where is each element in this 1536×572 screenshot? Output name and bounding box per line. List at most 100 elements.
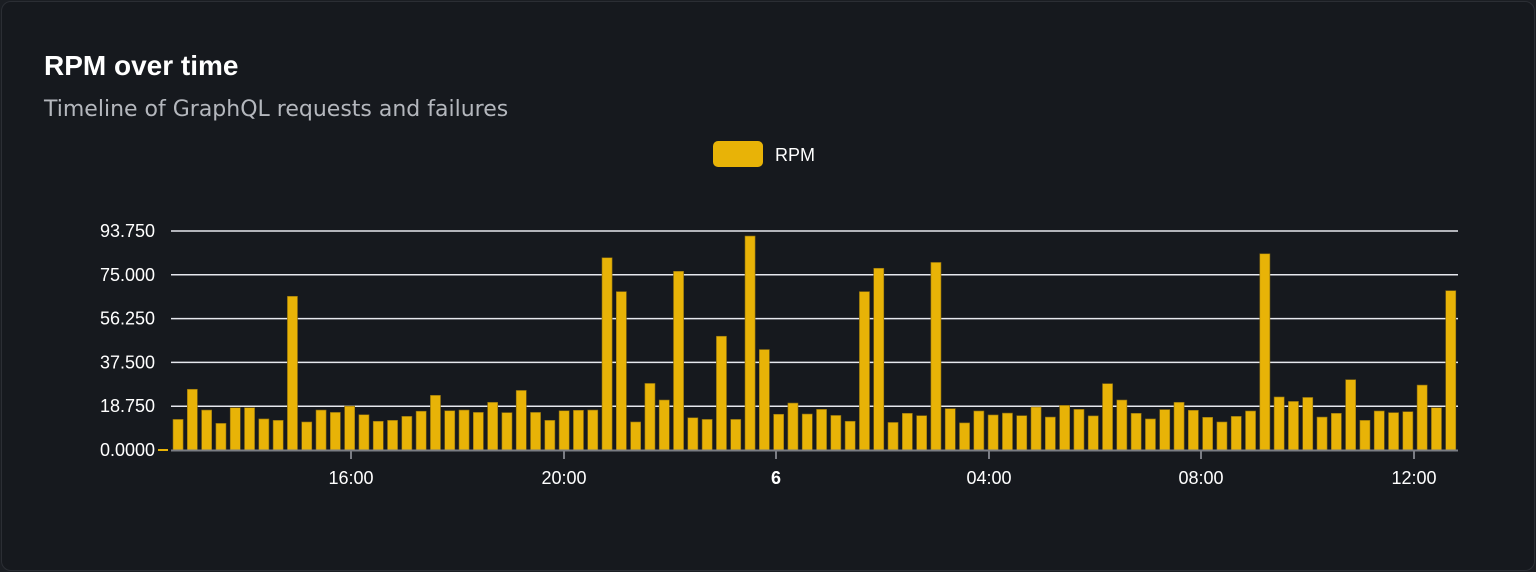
bar [415, 410, 427, 451]
bar [315, 409, 327, 451]
bar [1116, 399, 1128, 451]
bar [701, 419, 713, 451]
legend-swatch-rpm [713, 141, 763, 167]
x-tick-label: 16:00 [328, 468, 373, 488]
bar [973, 410, 985, 451]
bar [358, 414, 370, 451]
bar [1202, 416, 1213, 451]
bar [658, 399, 670, 451]
bar [487, 402, 499, 451]
bar [558, 410, 570, 451]
bar [215, 423, 227, 451]
x-tick-label: 08:00 [1178, 468, 1223, 488]
bar [1316, 416, 1328, 451]
bar [515, 390, 527, 451]
bar [1002, 412, 1013, 451]
x-tick-label: 6 [771, 468, 781, 488]
bar [873, 267, 885, 451]
bar [1431, 407, 1442, 451]
y-tick-label: 56.250 [100, 309, 155, 329]
bar [372, 420, 384, 451]
bar [458, 409, 470, 451]
bar [1059, 405, 1070, 451]
bar [1288, 401, 1299, 451]
bar [601, 257, 613, 451]
y-tick-label: 75.000 [100, 265, 155, 285]
x-tick-label: 12:00 [1391, 468, 1436, 488]
bar [301, 421, 313, 451]
bar [172, 419, 184, 451]
bar [544, 420, 556, 451]
bar [344, 405, 356, 451]
bar [1373, 410, 1385, 451]
bar [887, 422, 899, 451]
bar [287, 295, 298, 451]
y-tick-label: 37.500 [100, 352, 155, 372]
bar [229, 407, 241, 451]
bar [901, 413, 913, 451]
bar [1273, 396, 1285, 451]
bar [1416, 384, 1428, 451]
bar [615, 291, 627, 451]
bar [1073, 409, 1085, 451]
bar [673, 270, 684, 451]
bar [401, 416, 413, 451]
bar [1359, 420, 1371, 451]
bar [1245, 410, 1256, 451]
bar [1145, 418, 1156, 451]
bar [587, 409, 599, 451]
bar [472, 412, 484, 451]
bar [758, 349, 770, 451]
bar [944, 408, 956, 451]
bar [444, 410, 456, 451]
bar [801, 413, 813, 451]
bar [916, 415, 927, 451]
y-tick-label: 0.0000 [100, 440, 155, 460]
bar [573, 409, 584, 451]
bar [816, 409, 827, 451]
bar [1030, 406, 1042, 451]
legend-label-rpm: RPM [775, 145, 815, 165]
bar [430, 395, 441, 451]
bar [1230, 416, 1242, 451]
bar [387, 420, 398, 451]
bar [1402, 411, 1414, 451]
y-tick-label: 93.750 [100, 221, 155, 241]
bar [630, 421, 641, 451]
bar [201, 409, 213, 451]
bar [959, 422, 970, 451]
bar [272, 420, 284, 451]
bar [930, 262, 942, 451]
bar [830, 415, 842, 451]
y-tick-label: 18.750 [100, 396, 155, 416]
bar [258, 418, 270, 451]
bar [787, 402, 799, 451]
bar [1016, 415, 1028, 451]
bar [1216, 421, 1228, 451]
bar [987, 414, 999, 451]
bar [1388, 412, 1399, 451]
bar [644, 383, 656, 451]
bar [744, 235, 756, 451]
bar [859, 291, 870, 451]
bar [1302, 397, 1314, 451]
chart-title: RPM over time [44, 50, 239, 81]
bar [244, 407, 255, 451]
chart-subtitle: Timeline of GraphQL requests and failure… [44, 97, 509, 122]
legend[interactable]: RPM [713, 141, 815, 167]
bar [844, 420, 856, 451]
bar [530, 412, 541, 451]
bar [1188, 409, 1199, 451]
bar [1259, 253, 1271, 451]
bar [730, 419, 742, 451]
bar [716, 335, 727, 451]
bar [1331, 413, 1342, 451]
bar [773, 413, 784, 451]
x-tick-label: 20:00 [541, 468, 586, 488]
bar [1102, 383, 1113, 451]
x-tick-label: 04:00 [966, 468, 1011, 488]
bar [1130, 413, 1142, 451]
bar [329, 412, 341, 451]
